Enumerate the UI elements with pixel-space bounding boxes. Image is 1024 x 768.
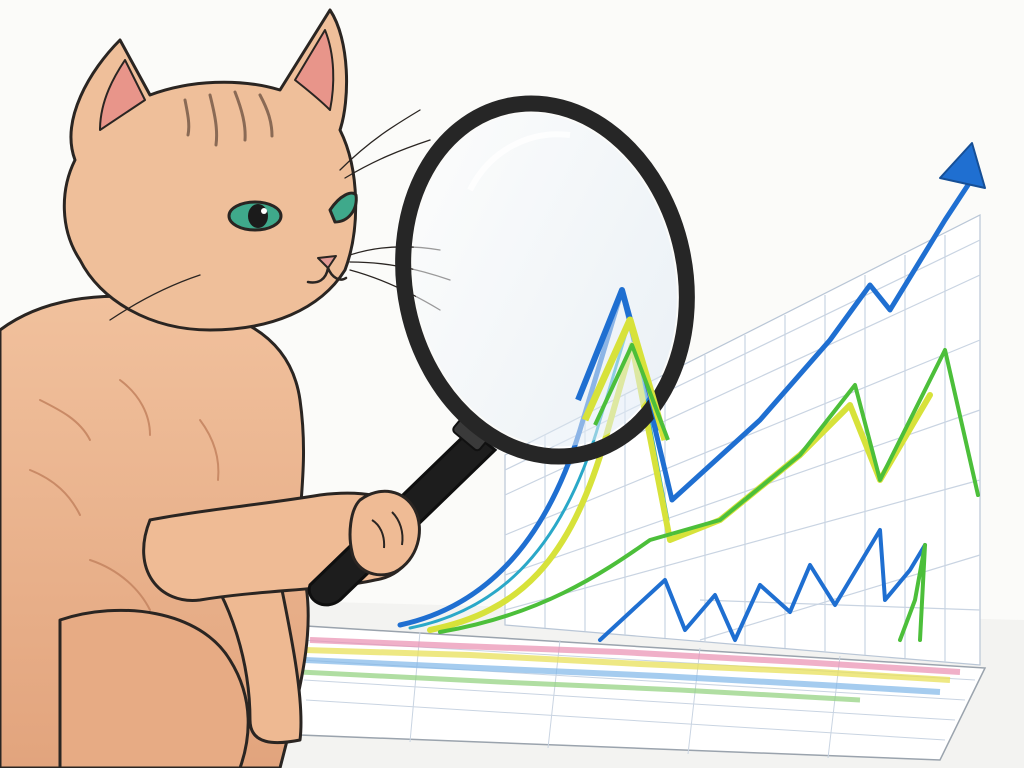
lens-magnified-lines	[575, 287, 670, 441]
series-line-green	[438, 348, 980, 634]
cat-pupil-left	[248, 204, 268, 228]
paper-band-green	[299, 669, 861, 703]
cat-ear-right-inner	[294, 29, 335, 111]
cat-haunch	[58, 608, 250, 768]
paper-sheet	[289, 624, 987, 761]
lens-glare	[467, 131, 571, 192]
cat-nose	[317, 255, 337, 269]
paper-band-blue	[304, 657, 941, 695]
series-line-blue-main	[397, 182, 971, 628]
cat-mouth	[306, 266, 348, 284]
cat-eye-right	[328, 191, 358, 224]
magnifier-rim	[395, 95, 695, 465]
cat-ear-left-inner	[99, 59, 146, 131]
paper-band-pink	[309, 637, 961, 675]
cat-head-stripes	[183, 90, 274, 147]
chart-series	[397, 142, 986, 642]
paper-band-yellow	[304, 647, 951, 683]
cat-whiskers	[109, 109, 451, 321]
series-line-blue-zigzag	[598, 528, 927, 642]
trend-arrowhead	[939, 142, 986, 189]
series-line-green-spike	[898, 543, 927, 642]
cat-front-leg	[198, 558, 303, 745]
cat-paw	[348, 489, 421, 577]
cat-fur-strokes	[29, 379, 220, 611]
cat	[0, 8, 451, 768]
magnifying-glass	[307, 95, 695, 607]
